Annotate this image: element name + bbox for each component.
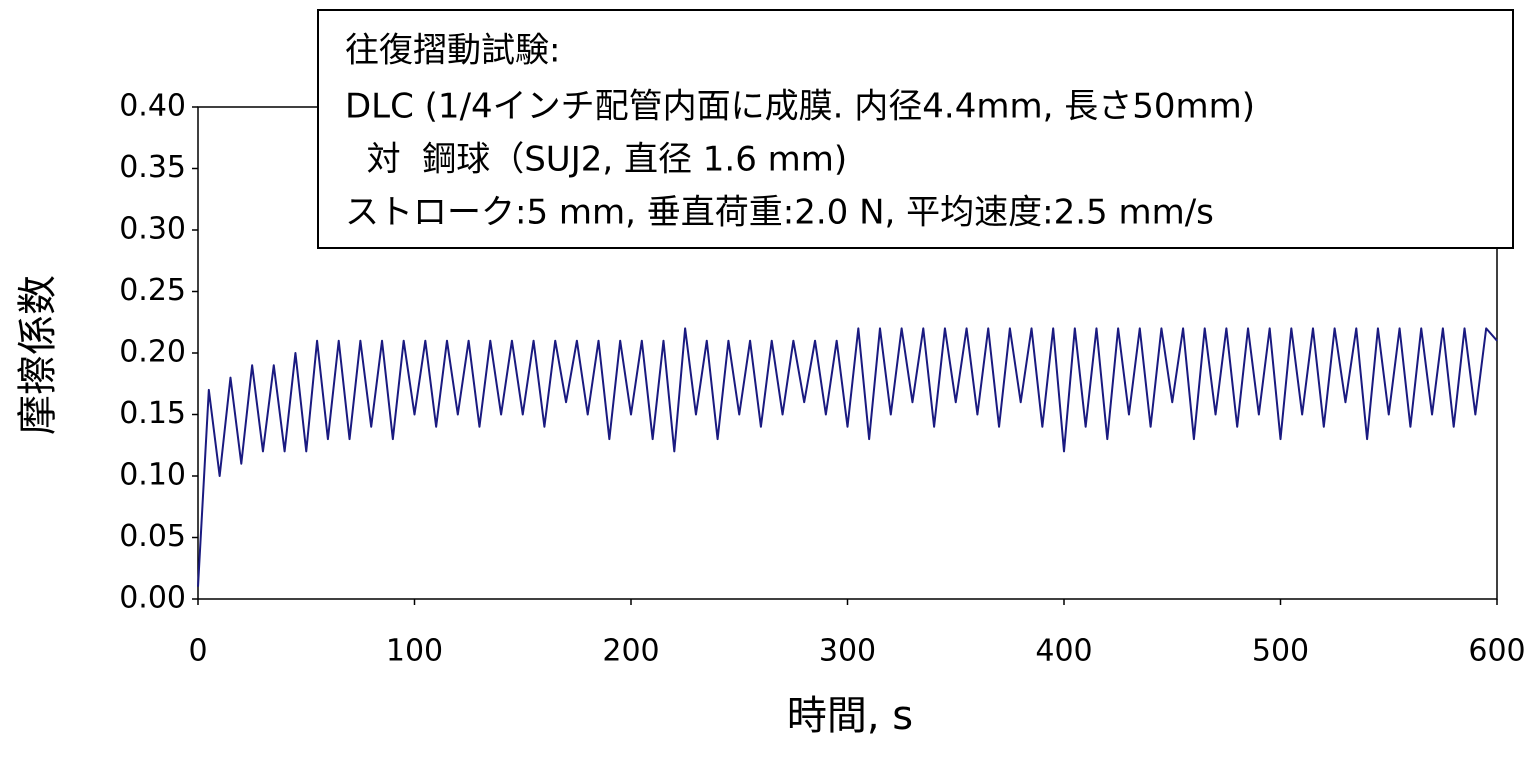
annotation-box xyxy=(317,9,1514,249)
annotation-line: 対 鋼球（SUJ2, 直径 1.6 mm) xyxy=(345,140,847,180)
y-tick-label: 0.15 xyxy=(119,396,186,431)
y-tick-label: 0.20 xyxy=(119,335,186,370)
data-line xyxy=(197,327,1498,587)
annotation-line: 往復摺動試験: xyxy=(345,31,560,71)
y-tick-label: 0.05 xyxy=(119,519,186,554)
x-tick-label: 400 xyxy=(1035,634,1092,669)
annotation-line: DLC (1/4インチ配管内面に成膜. 内径4.4mm, 長さ50mm) xyxy=(345,87,1255,127)
y-axis-title: 摩擦係数 xyxy=(15,275,61,435)
x-tick-label: 600 xyxy=(1468,634,1525,669)
x-axis-title: 時間, s xyxy=(787,693,913,739)
y-tick-label: 0.10 xyxy=(119,458,186,493)
x-tick-label: 0 xyxy=(188,634,207,669)
x-tick-label: 300 xyxy=(819,634,876,669)
x-tick-label: 200 xyxy=(602,634,659,669)
x-tick-label: 100 xyxy=(386,634,443,669)
y-tick-label: 0.35 xyxy=(119,150,186,185)
y-tick-label: 0.00 xyxy=(119,581,186,616)
y-tick-label: 0.30 xyxy=(119,212,186,247)
y-tick-label: 0.25 xyxy=(119,273,186,308)
x-tick-label: 500 xyxy=(1252,634,1309,669)
annotation-line: ストローク:5 mm, 垂直荷重:2.0 N, 平均速度:2.5 mm/s xyxy=(345,193,1214,233)
y-tick-label: 0.40 xyxy=(119,89,186,124)
